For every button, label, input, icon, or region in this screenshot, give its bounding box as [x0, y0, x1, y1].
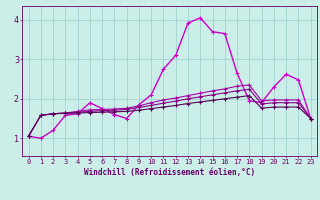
- X-axis label: Windchill (Refroidissement éolien,°C): Windchill (Refroidissement éolien,°C): [84, 168, 255, 177]
